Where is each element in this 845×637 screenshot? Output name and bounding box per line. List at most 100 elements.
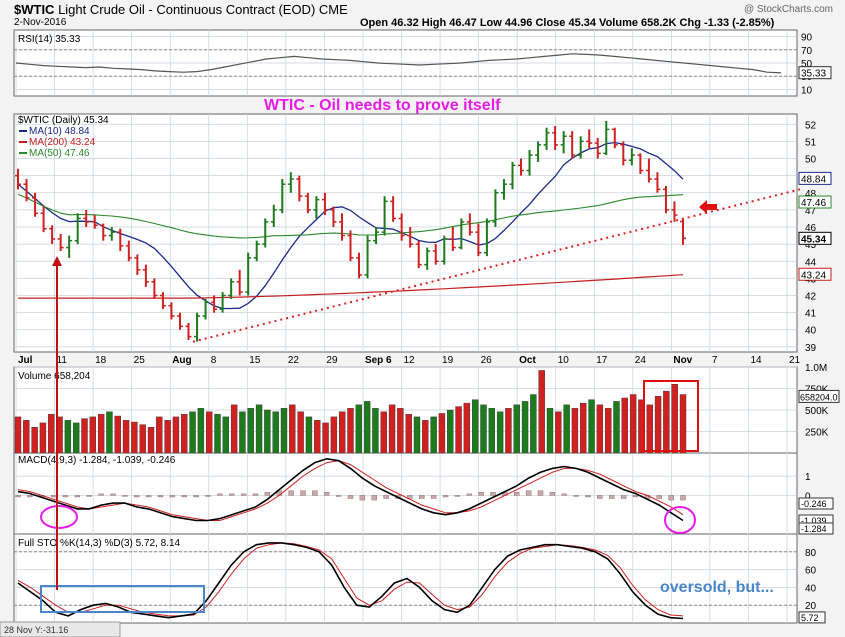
chart-header: $WTIC Light Crude Oil - Continuous Contr… — [0, 0, 845, 30]
x-tick-label: Oct — [519, 355, 536, 366]
macd-histogram-bar — [383, 495, 389, 499]
volume-bar — [147, 427, 155, 454]
volume-bar — [355, 404, 363, 454]
volume-bar — [264, 409, 271, 454]
x-tick-label: Jul — [18, 355, 33, 366]
volume-bar — [23, 420, 30, 454]
price-tick-label: 39 — [805, 343, 817, 354]
macd-histogram-bar — [442, 495, 449, 498]
x-tick-label: 7 — [712, 355, 718, 366]
volume-bar — [596, 404, 604, 454]
macd-histogram-bar — [122, 495, 128, 497]
volume-bar — [405, 414, 412, 454]
price-tick-label: 45 — [805, 240, 817, 251]
macd-histogram-bar — [419, 495, 425, 499]
x-tick-label: 25 — [134, 355, 146, 366]
exchange: CME — [318, 2, 348, 17]
rsi-tick-label: 70 — [801, 46, 813, 57]
x-tick-label: 12 — [404, 355, 416, 366]
volume-bar — [14, 416, 22, 454]
rsi-line — [15, 53, 782, 74]
macd-histogram-bar — [15, 495, 21, 498]
volume-bar — [621, 397, 629, 454]
price-legend-item: MA(50) 47.46 — [29, 148, 90, 159]
x-tick-label: 11 — [57, 355, 68, 366]
volume-bar — [197, 408, 205, 454]
macd-histogram-bar — [181, 495, 187, 498]
volume-bar — [563, 404, 570, 454]
macd-low-circle-left — [40, 505, 78, 529]
x-tick-label: Aug — [172, 355, 191, 366]
macd-histogram-bar — [240, 493, 247, 496]
volume-bar — [214, 414, 221, 454]
macd-histogram-bar — [193, 495, 199, 498]
volume-tick-label: 500K — [805, 406, 829, 417]
x-tick-label: 26 — [481, 355, 493, 366]
volume-bar — [555, 411, 562, 454]
macd-histogram-bar — [169, 495, 176, 498]
macd-tick-label: 1 — [805, 472, 811, 483]
price-tick-label: 42 — [805, 291, 817, 302]
rsi-tick-label: 90 — [801, 33, 813, 44]
price-value-label: 47.46 — [801, 198, 826, 209]
x-tick-label: 17 — [596, 355, 608, 366]
macd-histogram-bar — [430, 495, 437, 499]
volume-bar — [106, 411, 113, 454]
macd-histogram-bar — [359, 495, 366, 501]
volume-bar — [604, 408, 612, 454]
macd-legend: MACD(4,9,3) -1.284, -1.039, -0.246 — [18, 455, 176, 466]
volume-bar — [297, 411, 304, 454]
volume-bar — [513, 404, 520, 454]
volume-bar — [305, 416, 313, 454]
volume-bar — [438, 413, 446, 454]
volume-bar — [538, 370, 545, 454]
macd-histogram-bar — [597, 495, 603, 499]
volume-bar — [663, 390, 670, 454]
macd-histogram-bar — [573, 495, 579, 497]
volume-bar — [629, 394, 637, 454]
x-tick-label: 15 — [249, 355, 261, 366]
volume-bar — [546, 408, 554, 454]
macd-histogram-bar — [561, 493, 567, 496]
volume-bar — [588, 399, 595, 454]
rsi-tick-label: 10 — [801, 85, 813, 96]
price-value-label: 45.34 — [801, 234, 826, 245]
volume-bar — [89, 416, 97, 454]
volume-bar — [181, 414, 188, 454]
macd-histogram-bar — [157, 495, 164, 498]
volume-bar — [654, 396, 662, 454]
stockcharts-logo: @ StockCharts.com — [743, 4, 833, 15]
volume-bar — [388, 404, 396, 454]
support-trendline — [192, 188, 801, 343]
low-reference-arrowhead — [52, 256, 62, 266]
macd-histogram-bar — [549, 492, 556, 496]
volume-bar — [480, 404, 487, 454]
macd-histogram-bar — [454, 495, 461, 497]
sto-tick-label: 60 — [805, 566, 817, 577]
volume-bar — [471, 399, 479, 454]
x-tick-label: 19 — [442, 355, 454, 366]
macd-histogram-bar — [347, 495, 354, 499]
x-tick-label: 14 — [750, 355, 762, 366]
volume-value-label: 658204.0 — [800, 392, 838, 402]
rsi-value-label: 35.33 — [801, 69, 826, 80]
volume-bar — [463, 402, 471, 454]
instrument-name: Light Crude Oil - Continuous Contract (E… — [54, 2, 319, 17]
annotation-title: WTIC - Oil needs to prove itself — [264, 97, 501, 114]
macd-value-label: -1.284 — [801, 524, 827, 534]
macd-histogram-bar — [312, 490, 318, 496]
macd-histogram-bar — [62, 495, 69, 498]
volume-bar — [189, 411, 196, 454]
macd-histogram-bar — [407, 495, 413, 499]
symbol: $WTIC — [14, 2, 55, 17]
cursor-readout-bg — [0, 621, 121, 637]
macd-histogram-bar — [145, 495, 152, 498]
chart-title: $WTIC Light Crude Oil - Continuous Contr… — [14, 2, 348, 17]
macd-histogram-bar — [680, 495, 686, 501]
macd-histogram-bar — [98, 493, 104, 496]
volume-bar — [380, 411, 387, 454]
volume-bar — [255, 404, 263, 454]
macd-histogram-bar — [609, 495, 615, 499]
volume-tick-label: 250K — [805, 428, 829, 439]
